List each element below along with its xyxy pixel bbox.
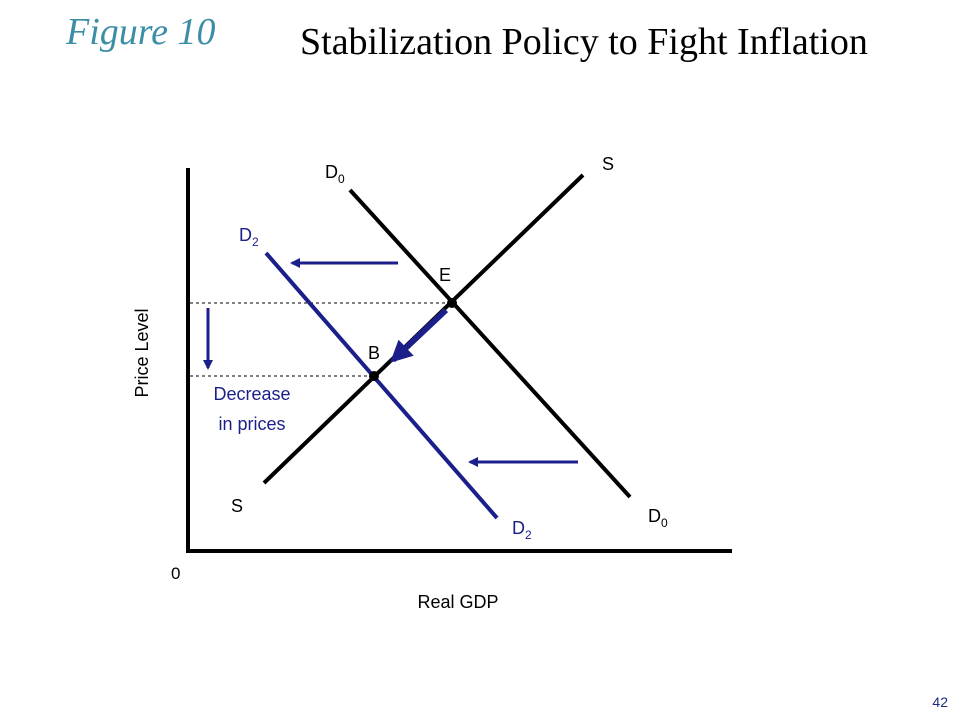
y-axis-label: Price Level [132, 308, 152, 397]
page-number: 42 [932, 694, 948, 710]
point-b-marker [369, 371, 379, 381]
point-e-label: E [439, 265, 451, 285]
demand-d2-label-top: D2 [239, 225, 259, 249]
point-e-marker [447, 298, 457, 308]
demand-d0-label-top: D0 [325, 162, 345, 186]
supply-label-bottom: S [231, 496, 243, 516]
x-axis-label: Real GDP [417, 592, 498, 612]
slide-title: Stabilization Policy to Fight Inflation [300, 21, 868, 63]
movement-arrow [390, 307, 449, 363]
supply-label-top: S [602, 154, 614, 174]
figure-label: Figure 10 [66, 11, 216, 53]
demand-d0-label-bottom: D0 [648, 506, 668, 530]
decrease-label-line2: in prices [218, 414, 285, 434]
origin-label: 0 [171, 564, 180, 583]
demand-d2-label-bottom: D2 [512, 518, 532, 542]
demand-curve-d0 [348, 188, 632, 499]
demand-curve-d2 [264, 251, 499, 520]
point-b-label: B [368, 343, 380, 363]
decrease-label-line1: Decrease [213, 384, 290, 404]
